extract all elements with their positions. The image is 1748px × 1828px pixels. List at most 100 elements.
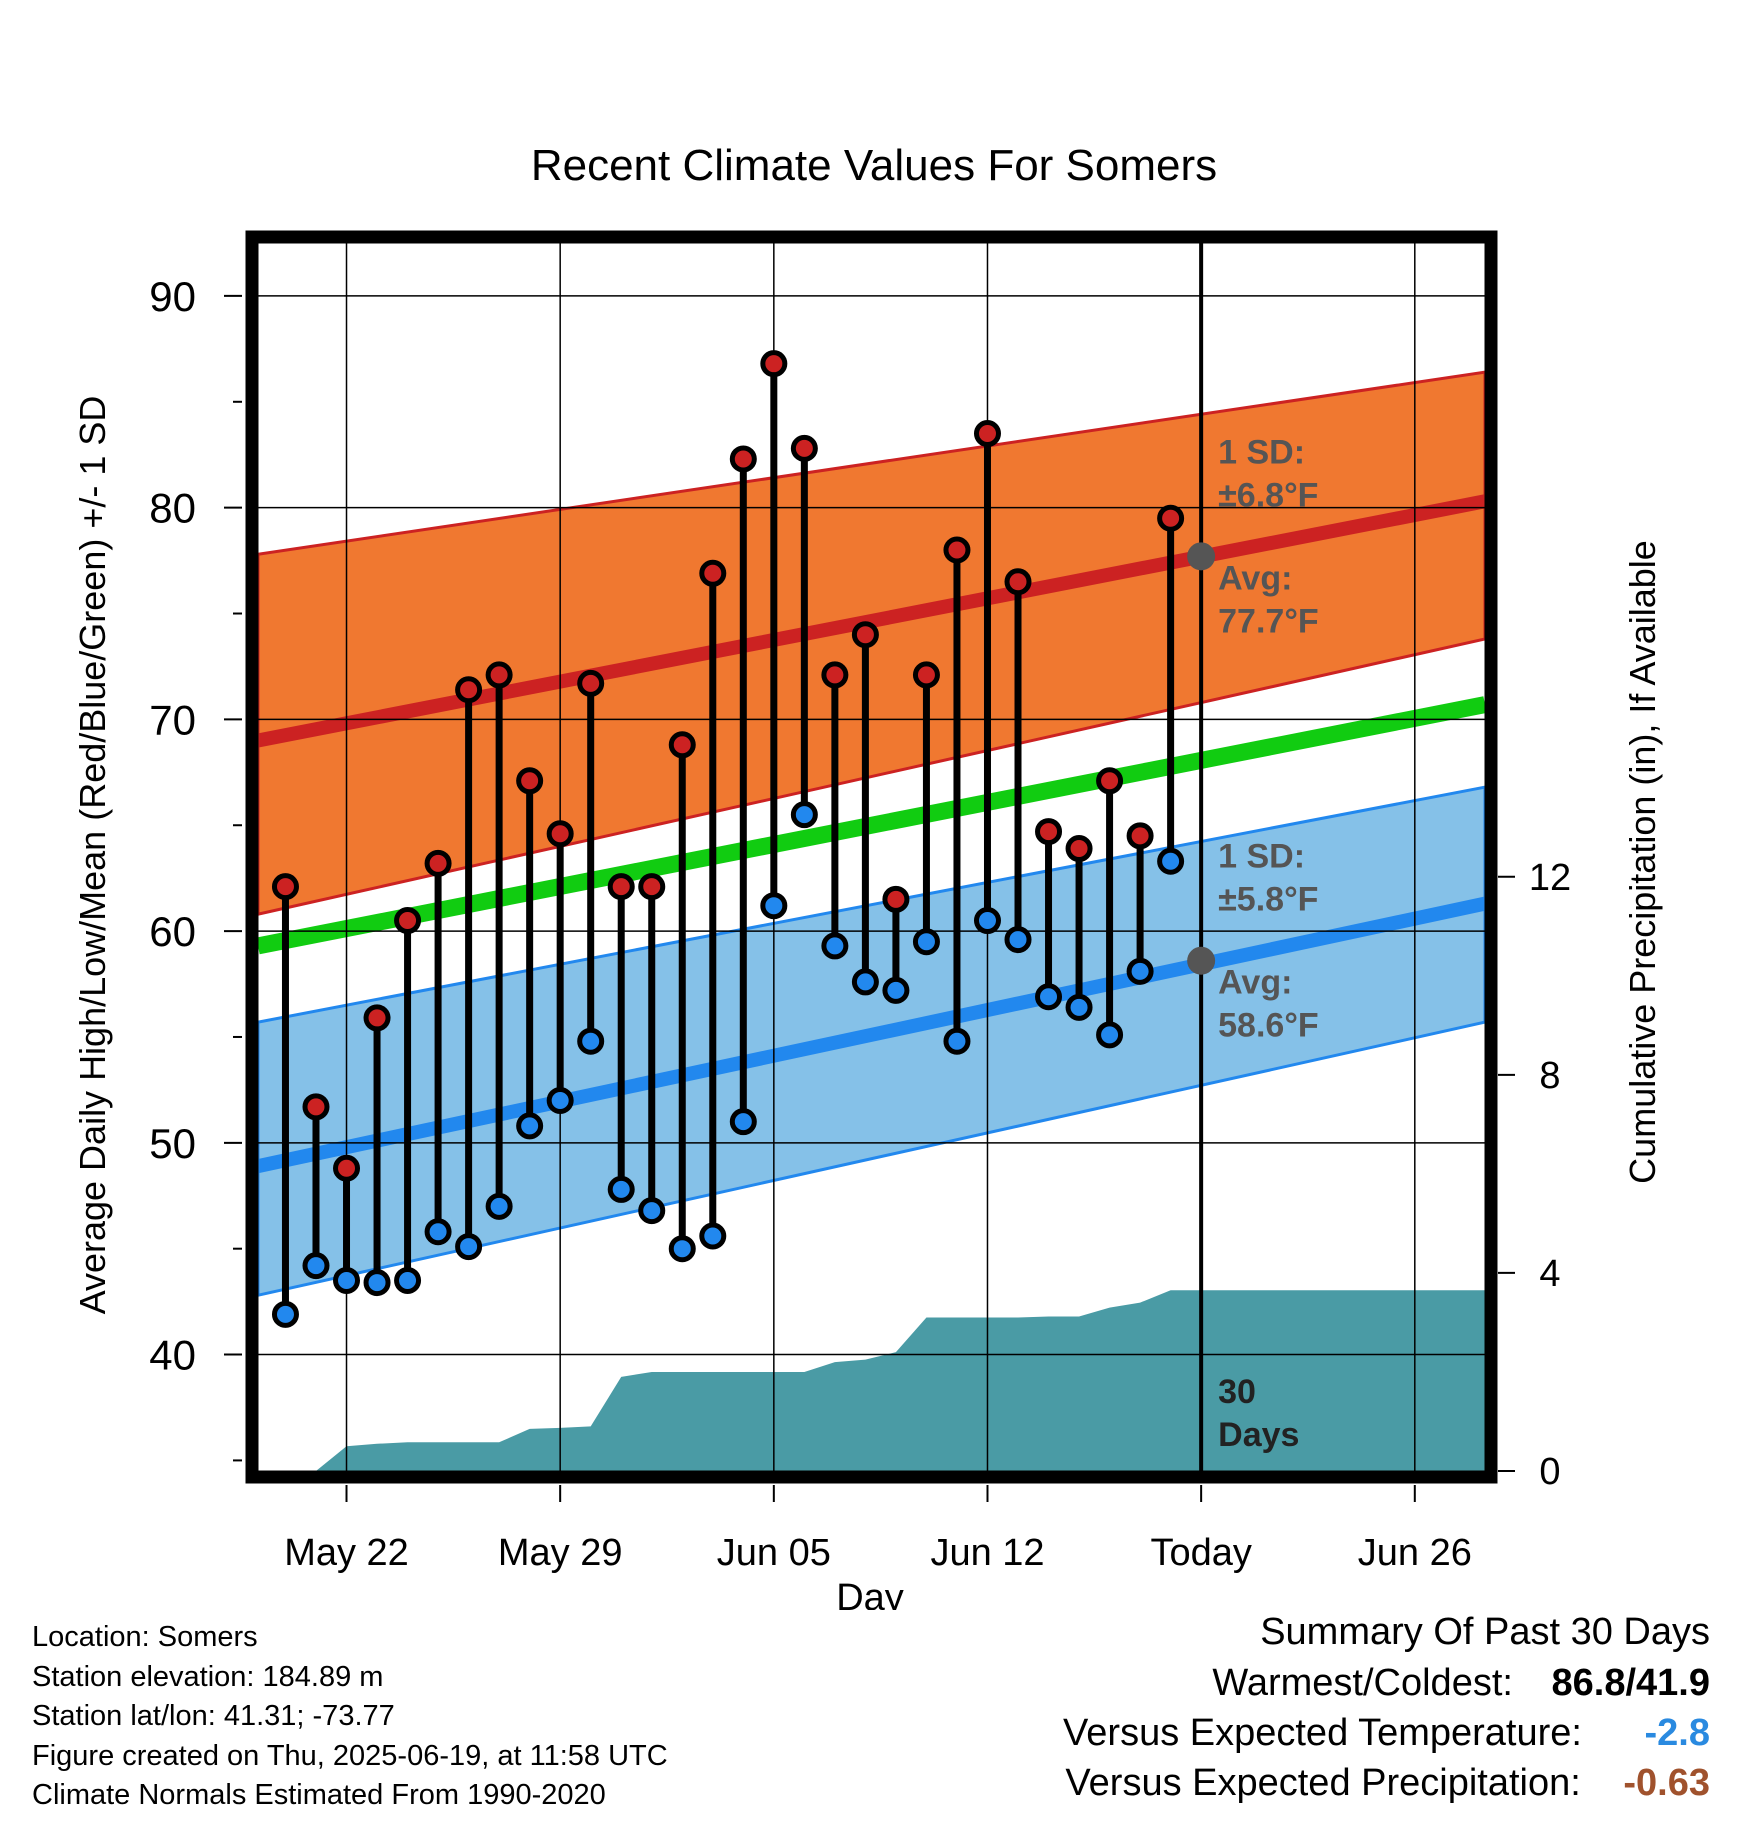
high-point [577,669,605,697]
high-point [455,676,483,704]
high-point [729,445,757,473]
y2-axis-label: Cumulative Precipitation (in), If Availa… [1622,540,1663,1184]
summary-heading: Summary Of Past 30 Days [1260,1611,1710,1653]
high-point [760,350,788,378]
elevation-text: Station elevation: 184.89 m [32,1660,384,1693]
x-tick-label: Today [1150,1532,1251,1574]
low-avg-value: 58.6°F [1218,1007,1319,1045]
temperature-departure-label: Versus Expected Temperature: [1063,1712,1582,1754]
high-point [271,873,299,901]
low-sd-label: 1 SD: [1218,838,1305,876]
high-point [607,873,635,901]
mean-average-line [258,696,1485,955]
high-point [973,420,1001,448]
low-point [668,1235,696,1263]
low-point [1096,1021,1124,1049]
high-point [912,661,940,689]
location-text: Location: Somers [32,1621,258,1653]
low-point [851,968,879,996]
low-point [790,801,818,829]
low-point [699,1222,727,1250]
low-point [1065,993,1093,1021]
high-point [302,1093,330,1121]
low-point [1157,847,1185,875]
low-sd-value: ±5.8°F [1218,881,1318,919]
temperature-departure-value: -2.8 [1644,1712,1710,1754]
low-point [485,1192,513,1220]
low-point [912,928,940,956]
temperature-departure-row: Versus Expected Temperature: -2.8 [1063,1708,1710,1758]
high-point [1004,568,1032,596]
low-point [333,1266,361,1294]
high-point [424,849,452,877]
y2-tick-label: 12 [1529,857,1571,899]
warmest-coldest-row: Warmest/Coldest: 86.8/41.9 [1063,1658,1710,1708]
low-point [363,1269,391,1297]
y-tick-label: 70 [149,696,196,743]
low-point [424,1218,452,1246]
low-point [577,1027,605,1055]
low-point [638,1197,666,1225]
low-point [882,976,910,1004]
high-avg-value: 77.7°F [1218,602,1319,640]
high-point [394,907,422,935]
warmest-coldest-value: 86.8/41.9 [1551,1662,1710,1704]
x-tick-label: Jun 26 [1358,1532,1472,1574]
low-point [821,932,849,960]
warmest-coldest-label: Warmest/Coldest: [1212,1662,1513,1704]
high-point [1065,835,1093,863]
high-point [333,1154,361,1182]
y2-tick-label: 8 [1539,1055,1560,1097]
precipitation-area [285,1290,1485,1471]
high-point [943,536,971,564]
high-point [790,434,818,462]
low-point [455,1233,483,1261]
high-point [821,661,849,689]
high-point [516,767,544,795]
low-point [607,1175,635,1203]
y2-tick-label: 4 [1539,1253,1560,1295]
today-low-avg-marker [1187,946,1216,975]
days-word-label: Days [1218,1416,1299,1454]
high-sd-label: 1 SD: [1218,433,1305,471]
y2-tick-label: 0 [1539,1451,1560,1493]
high-point [1126,822,1154,850]
today-high-avg-marker [1187,542,1216,571]
climate-chart: Recent Climate Values For Somers 1 SD: ±6… [72,141,1663,1610]
low-average-line [258,896,1485,1173]
high-point [1096,767,1124,795]
axes-layer: 40 50 60 70 80 90 0 4 8 12 May 22 May 29 Jun 05 Jun 1… [149,230,1571,1574]
precipitation-departure-label: Versus Expected Precipitation: [1065,1762,1581,1804]
high-point [882,885,910,913]
high-point [1157,504,1185,532]
latlon-text: Station lat/lon: 41.31; -73.77 [32,1700,395,1732]
low-point [729,1108,757,1136]
y-tick-label: 60 [149,908,196,955]
low-point [546,1086,574,1114]
high-avg-label: Avg: [1218,559,1292,597]
high-point [485,661,513,689]
high-point [546,820,574,848]
high-point [668,731,696,759]
plot-area: 1 SD: ±6.8°F Avg: 77.7°F 1 SD: ±5.8°F Avg: 58.6… [258,243,1485,1471]
station-info: Location: Somers Station elevation: 184.… [32,1618,668,1816]
low-point [302,1252,330,1280]
created-text: Figure created on Thu, 2025-06-19, at 11… [32,1739,668,1772]
y-tick-label: 90 [149,273,196,320]
high-point [851,621,879,649]
high-point [699,559,727,587]
high-point [363,1004,391,1032]
x-tick-label: Jun 05 [717,1532,831,1574]
x-tick-label: May 29 [498,1532,623,1574]
low-point [973,907,1001,935]
precipitation-departure-value: -0.63 [1623,1762,1710,1804]
low-point [516,1112,544,1140]
summary-panel: Summary Of Past 30 Days Warmest/Coldest:… [1063,1606,1710,1808]
plot-frame [245,230,1498,1484]
chart-title: Recent Climate Values For Somers [531,141,1217,190]
low-point [760,892,788,920]
low-avg-label: Avg: [1218,964,1292,1002]
x-tick-label: Jun 12 [930,1532,1044,1574]
days-count-label: 30 [1218,1373,1256,1411]
y-tick-label: 50 [149,1120,196,1167]
